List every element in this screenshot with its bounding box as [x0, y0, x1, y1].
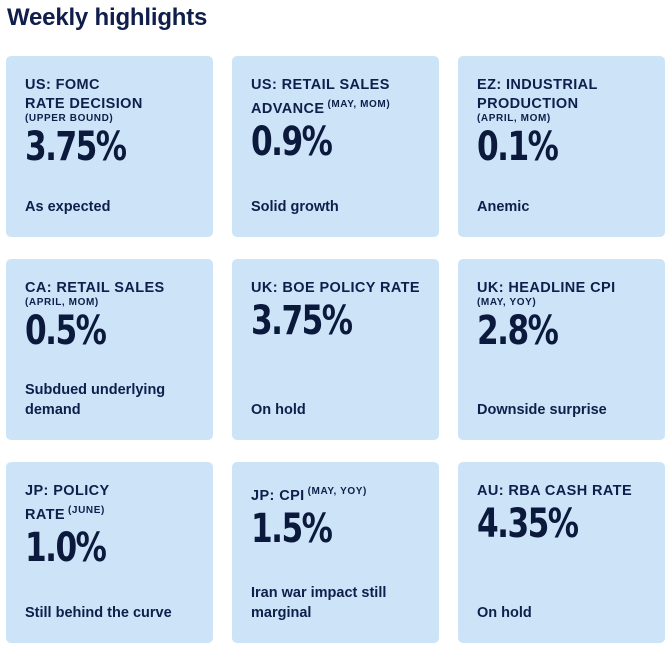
page-title: Weekly highlights — [7, 4, 208, 31]
card-label-detail: (MAY, MOM) — [327, 99, 391, 110]
card-value: 0.1% — [477, 124, 559, 170]
card-note: Anemic — [477, 199, 530, 215]
card-value: 3.75% — [25, 124, 127, 170]
highlight-card-au-rba-cash-rate: AU: RBA CASH RATE 4.35% On hold — [458, 462, 665, 643]
highlights-grid: US: FOMC RATE DECISION (UPPER BOUND) 3.7… — [6, 56, 665, 643]
card-label: CA: RETAIL SALES (APRIL, MOM) — [25, 279, 203, 308]
highlight-card-ez-industrial-production: EZ: INDUSTRIAL PRODUCTION (APRIL, MOM) 0… — [458, 56, 665, 237]
card-note: Subdued underlying demand — [25, 382, 166, 418]
card-note: As expected — [25, 199, 111, 215]
card-note: On hold — [477, 605, 532, 621]
card-value: 2.8% — [477, 308, 559, 354]
card-value: 0.5% — [25, 308, 107, 354]
card-label-detail: (UPPER BOUND) — [25, 113, 114, 124]
card-label-line1: US: FOMC — [25, 77, 100, 93]
card-value: 0.9% — [251, 119, 333, 165]
card-note: Solid growth — [251, 199, 339, 215]
card-label: AU: RBA CASH RATE — [477, 482, 655, 501]
card-label-line1: EZ: INDUSTRIAL — [477, 77, 598, 93]
card-label-detail: (MAY, YOY) — [477, 297, 537, 308]
card-label-line1: AU: RBA CASH RATE — [477, 483, 633, 499]
card-label: UK: HEADLINE CPI (MAY, YOY) — [477, 279, 655, 308]
card-note: On hold — [251, 402, 306, 418]
card-label: JP: POLICY RATE (JUNE) — [25, 482, 203, 525]
card-value: 4.35% — [477, 501, 579, 547]
card-label-line2: PRODUCTION — [477, 96, 579, 112]
card-label-line1: JP: POLICY — [25, 483, 110, 499]
card-label: EZ: INDUSTRIAL PRODUCTION (APRIL, MOM) — [477, 76, 655, 124]
card-value: 1.0% — [25, 525, 107, 571]
card-label-line2: ADVANCE — [251, 101, 325, 117]
card-label-line1: UK: HEADLINE CPI — [477, 280, 616, 296]
card-note: Downside surprise — [477, 402, 607, 418]
card-label-line2: RATE DECISION — [25, 96, 143, 112]
highlight-card-jp-policy-rate: JP: POLICY RATE (JUNE) 1.0% Still behind … — [6, 462, 213, 643]
card-label-line1: CA: RETAIL SALES — [25, 280, 165, 296]
highlight-card-us-retail-sales: US: RETAIL SALES ADVANCE (MAY, MOM) 0.9% … — [232, 56, 439, 237]
card-label: US: FOMC RATE DECISION (UPPER BOUND) — [25, 76, 203, 124]
card-label-line1: JP: CPI — [251, 488, 305, 504]
card-label-line2: RATE — [25, 507, 65, 523]
card-label-detail: (MAY, YOY) — [307, 486, 367, 497]
highlight-card-ca-retail-sales: CA: RETAIL SALES (APRIL, MOM) 0.5% Subdu… — [6, 259, 213, 440]
highlight-card-us-fomc: US: FOMC RATE DECISION (UPPER BOUND) 3.7… — [6, 56, 213, 237]
highlight-card-jp-cpi: JP: CPI (MAY, YOY) 1.5% Iran war impact s… — [232, 462, 439, 643]
card-label-detail: (APRIL, MOM) — [477, 113, 551, 124]
card-value: 1.5% — [251, 506, 333, 552]
card-label-line1: US: RETAIL SALES — [251, 77, 390, 93]
card-label: US: RETAIL SALES ADVANCE (MAY, MOM) — [251, 76, 429, 119]
card-value: 3.75% — [251, 298, 353, 344]
highlight-card-uk-boe-policy-rate: UK: BOE POLICY RATE 3.75% On hold — [232, 259, 439, 440]
card-label-detail: (JUNE) — [68, 505, 105, 516]
card-label: JP: CPI (MAY, YOY) — [251, 482, 429, 506]
highlight-card-uk-headline-cpi: UK: HEADLINE CPI (MAY, YOY) 2.8% Downsid… — [458, 259, 665, 440]
card-note: Still behind the curve — [25, 605, 172, 621]
card-label: UK: BOE POLICY RATE — [251, 279, 429, 298]
card-label-line1: UK: BOE POLICY RATE — [251, 280, 420, 296]
card-note: Iran war impact still marginal — [251, 585, 387, 621]
card-label-detail: (APRIL, MOM) — [25, 297, 99, 308]
